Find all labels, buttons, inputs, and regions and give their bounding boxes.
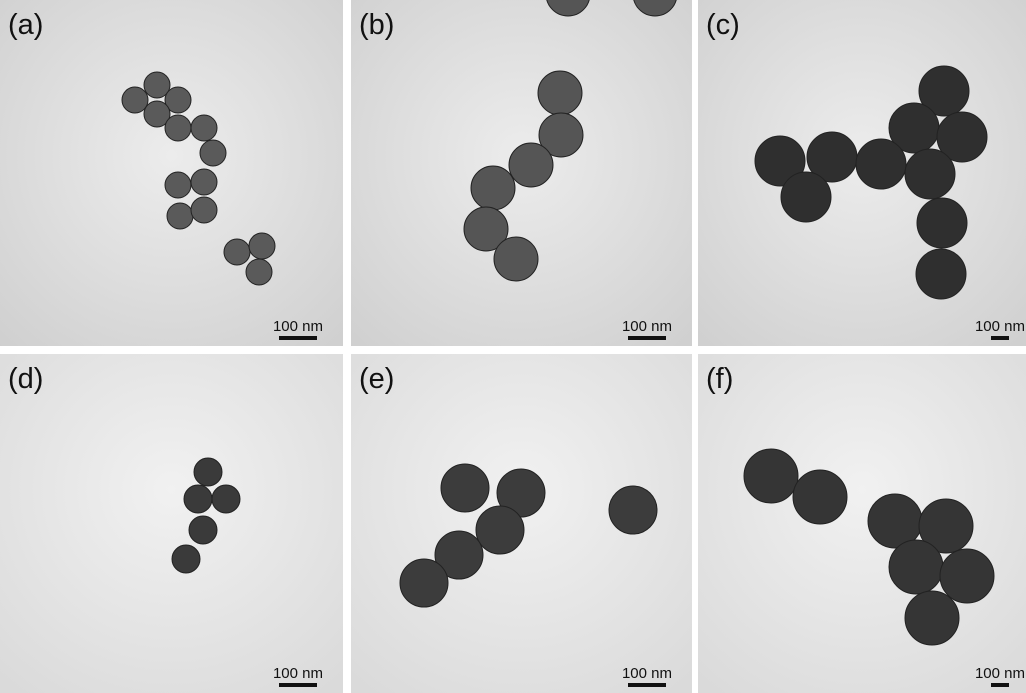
panel-label: (c) bbox=[706, 9, 740, 41]
particle bbox=[200, 140, 226, 166]
particle bbox=[172, 545, 200, 573]
particle bbox=[781, 172, 831, 222]
scale-bar-label: 100 nm bbox=[622, 318, 672, 335]
particle bbox=[441, 464, 489, 512]
panel-label: (d) bbox=[8, 363, 43, 395]
scale-bar bbox=[628, 336, 666, 340]
particle bbox=[191, 197, 217, 223]
panels: (a) 100 nm (b) 100 nm (c) 100 nm (d) 100 nm (e) 1… bbox=[0, 0, 1026, 693]
panel: (b) 100 nm bbox=[351, 0, 692, 346]
panel-label: (e) bbox=[359, 363, 394, 395]
particle bbox=[165, 172, 191, 198]
particle bbox=[191, 169, 217, 195]
particle bbox=[224, 239, 250, 265]
scale-bar bbox=[279, 336, 317, 340]
micrograph-background bbox=[698, 354, 1026, 693]
panel: (c) 100 nm bbox=[698, 0, 1026, 346]
particle bbox=[165, 115, 191, 141]
particle bbox=[940, 549, 994, 603]
tem-figure: (a) 100 nm (b) 100 nm (c) 100 nm (d) 100 nm (e) 1… bbox=[0, 0, 1026, 693]
panel: (a) 100 nm bbox=[0, 0, 343, 346]
particle bbox=[400, 559, 448, 607]
particle bbox=[476, 506, 524, 554]
particle bbox=[856, 139, 906, 189]
scale-bar-label: 100 nm bbox=[622, 665, 672, 682]
particle bbox=[167, 203, 193, 229]
particle bbox=[917, 198, 967, 248]
micrograph-background bbox=[0, 354, 343, 693]
panel: (f) 100 nm bbox=[698, 354, 1026, 693]
scale-bar bbox=[628, 683, 666, 687]
scale-bar-label: 100 nm bbox=[273, 318, 323, 335]
particle bbox=[538, 71, 582, 115]
panel: (e) 100 nm bbox=[351, 354, 692, 693]
particle bbox=[905, 149, 955, 199]
scale-bar bbox=[991, 683, 1009, 687]
scale-bar bbox=[991, 336, 1009, 340]
scale-bar-label: 100 nm bbox=[975, 665, 1025, 682]
particle bbox=[191, 115, 217, 141]
particle bbox=[122, 87, 148, 113]
particle bbox=[889, 540, 943, 594]
particle bbox=[189, 516, 217, 544]
panel-label: (f) bbox=[706, 363, 733, 395]
particle bbox=[905, 591, 959, 645]
particle bbox=[609, 486, 657, 534]
scale-bar-label: 100 nm bbox=[273, 665, 323, 682]
particle bbox=[246, 259, 272, 285]
particle bbox=[793, 470, 847, 524]
particle bbox=[916, 249, 966, 299]
panel: (d) 100 nm bbox=[0, 354, 343, 693]
scale-bar bbox=[279, 683, 317, 687]
particle bbox=[194, 458, 222, 486]
panel-label: (a) bbox=[8, 9, 43, 41]
particle bbox=[509, 143, 553, 187]
scale-bar-label: 100 nm bbox=[975, 318, 1025, 335]
particle bbox=[212, 485, 240, 513]
panel-label: (b) bbox=[359, 9, 394, 41]
particle bbox=[184, 485, 212, 513]
particle bbox=[249, 233, 275, 259]
particle bbox=[494, 237, 538, 281]
particle bbox=[471, 166, 515, 210]
particle bbox=[744, 449, 798, 503]
micrograph-background bbox=[0, 0, 343, 346]
